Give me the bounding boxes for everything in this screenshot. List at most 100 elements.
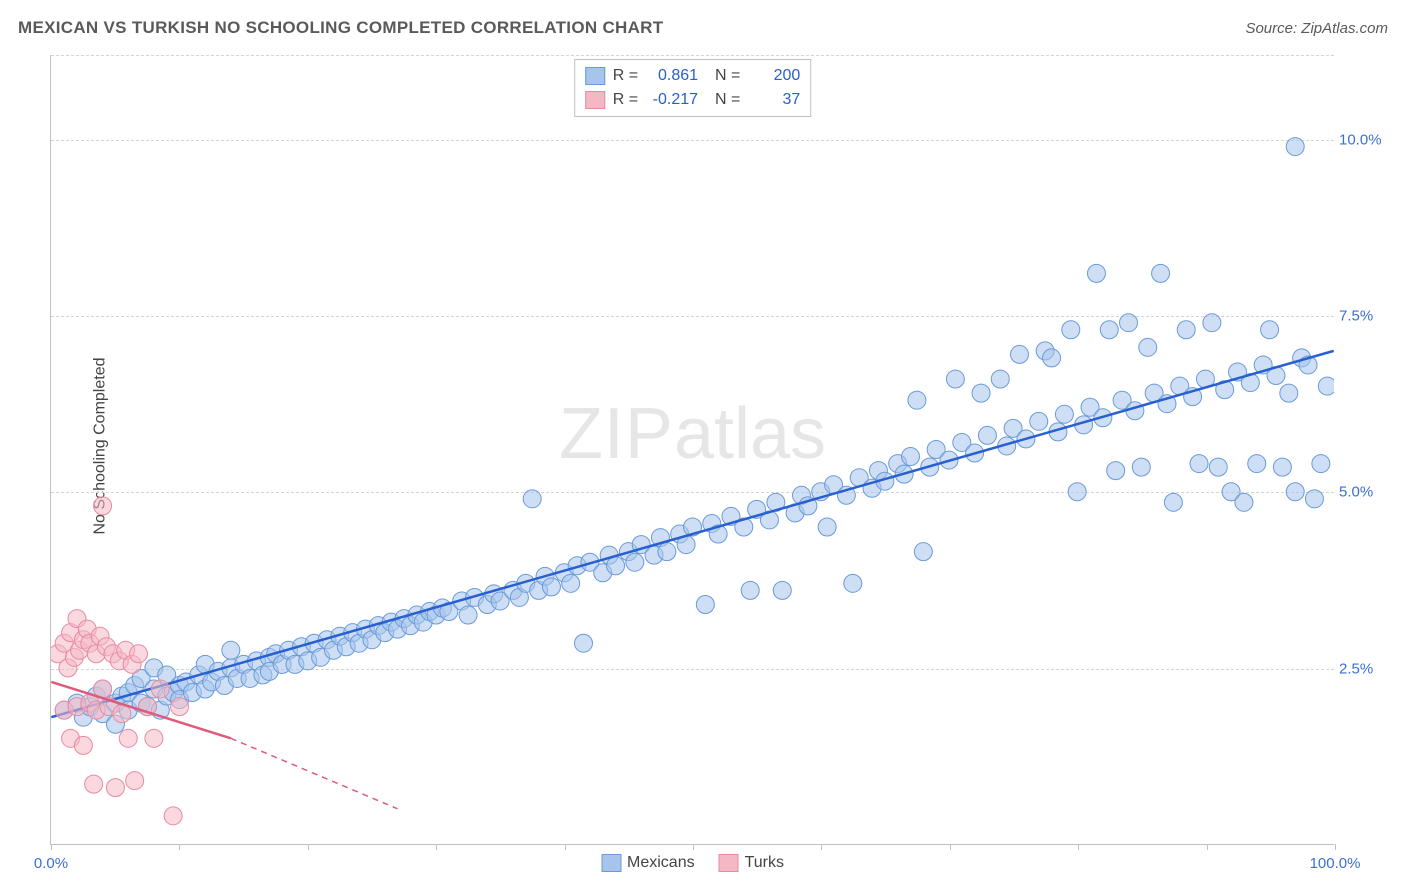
y-tick-label: 10.0%: [1339, 131, 1394, 148]
n-value-turks: 37: [748, 88, 800, 112]
x-tick: [436, 844, 437, 850]
data-point: [1190, 455, 1208, 473]
data-point: [1126, 402, 1144, 420]
data-point: [1120, 314, 1138, 332]
data-point: [1235, 493, 1253, 511]
x-tick-label: 0.0%: [34, 855, 68, 872]
swatch-turks: [585, 91, 605, 109]
data-point: [85, 775, 103, 793]
trend-line: [51, 351, 1333, 717]
data-point: [1209, 458, 1227, 476]
legend-item-mexicans: Mexicans: [601, 854, 695, 872]
x-tick: [1335, 844, 1336, 850]
data-point: [1164, 493, 1182, 511]
n-label: N =: [706, 88, 740, 112]
data-point: [459, 606, 477, 624]
data-point: [696, 595, 714, 613]
x-tick: [51, 844, 52, 850]
chart-title: MEXICAN VS TURKISH NO SCHOOLING COMPLETE…: [18, 18, 663, 38]
data-point: [126, 772, 144, 790]
data-point: [978, 426, 996, 444]
data-point: [1107, 462, 1125, 480]
data-point: [626, 553, 644, 571]
data-point: [130, 645, 148, 663]
data-point: [914, 543, 932, 561]
data-point: [1273, 458, 1291, 476]
data-point: [972, 384, 990, 402]
x-tick: [693, 844, 694, 850]
n-value-mexicans: 200: [748, 64, 800, 88]
data-point: [1318, 377, 1334, 395]
x-tick: [308, 844, 309, 850]
data-point: [171, 698, 189, 716]
data-point: [1087, 264, 1105, 282]
data-point: [1203, 314, 1221, 332]
r-label: R =: [613, 64, 638, 88]
data-point: [164, 807, 182, 825]
data-point: [119, 729, 137, 747]
data-point: [946, 370, 964, 388]
data-point: [1055, 405, 1073, 423]
source-attribution: Source: ZipAtlas.com: [1245, 20, 1388, 37]
swatch-mexicans-icon: [601, 854, 621, 872]
r-value-mexicans: 0.861: [646, 64, 698, 88]
swatch-mexicans: [585, 67, 605, 85]
scatter-svg: [51, 55, 1334, 844]
x-tick: [565, 844, 566, 850]
data-point: [1068, 483, 1086, 501]
data-point: [523, 490, 541, 508]
y-tick-label: 2.5%: [1339, 660, 1394, 677]
data-point: [1062, 321, 1080, 339]
x-tick-label: 100.0%: [1310, 855, 1361, 872]
r-label: R =: [613, 88, 638, 112]
data-point: [575, 634, 593, 652]
y-tick-label: 7.5%: [1339, 307, 1394, 324]
x-tick: [1207, 844, 1208, 850]
data-point: [902, 448, 920, 466]
legend-item-turks: Turks: [719, 854, 784, 872]
data-point: [151, 680, 169, 698]
data-point: [1248, 455, 1266, 473]
r-value-turks: -0.217: [646, 88, 698, 112]
series-legend: Mexicans Turks: [601, 854, 784, 872]
trend-line-extension: [231, 738, 398, 808]
data-point: [542, 578, 560, 596]
data-point: [773, 581, 791, 599]
stats-row-mexicans: R = 0.861 N = 200: [585, 64, 801, 88]
x-tick: [179, 844, 180, 850]
data-point: [1139, 338, 1157, 356]
data-point: [1030, 412, 1048, 430]
data-point: [222, 641, 240, 659]
data-point: [1177, 321, 1195, 339]
data-point: [1100, 321, 1118, 339]
data-point: [1312, 455, 1330, 473]
data-point: [991, 370, 1009, 388]
data-point: [658, 543, 676, 561]
x-tick: [950, 844, 951, 850]
data-point: [1286, 483, 1304, 501]
n-label: N =: [706, 64, 740, 88]
legend-label-turks: Turks: [745, 854, 784, 872]
data-point: [607, 557, 625, 575]
data-point: [1286, 138, 1304, 156]
legend-label-mexicans: Mexicans: [627, 854, 695, 872]
data-point: [1280, 384, 1298, 402]
y-tick-label: 5.0%: [1339, 484, 1394, 501]
data-point: [74, 736, 92, 754]
stats-row-turks: R = -0.217 N = 37: [585, 88, 801, 112]
data-point: [908, 391, 926, 409]
data-point: [1132, 458, 1150, 476]
x-tick: [821, 844, 822, 850]
data-point: [1261, 321, 1279, 339]
data-point: [1305, 490, 1323, 508]
data-point: [844, 574, 862, 592]
data-point: [562, 574, 580, 592]
x-tick: [1078, 844, 1079, 850]
data-point: [106, 779, 124, 797]
stats-legend: R = 0.861 N = 200 R = -0.217 N = 37: [574, 59, 812, 117]
chart-plot-area: ZIPatlas R = 0.861 N = 200 R = -0.217 N …: [50, 55, 1334, 845]
data-point: [1011, 345, 1029, 363]
data-point: [1043, 349, 1061, 367]
data-point: [818, 518, 836, 536]
data-point: [145, 729, 163, 747]
